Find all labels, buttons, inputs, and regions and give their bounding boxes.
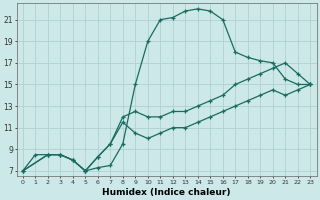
X-axis label: Humidex (Indice chaleur): Humidex (Indice chaleur) bbox=[102, 188, 231, 197]
